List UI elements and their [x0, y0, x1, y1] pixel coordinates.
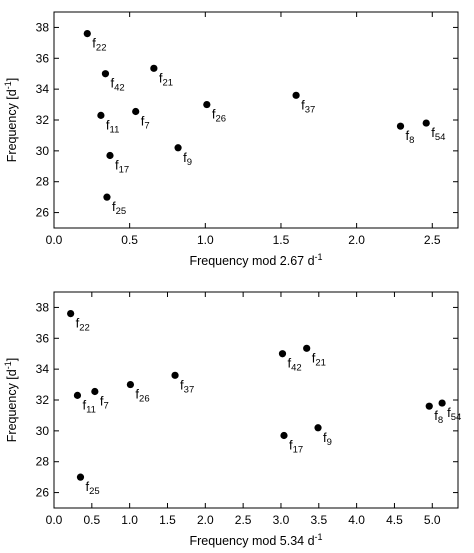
x-tick-label: 1.0	[121, 513, 138, 527]
data-point-f9	[174, 144, 182, 152]
data-point-f37	[292, 91, 300, 99]
point-label-f7: f7	[100, 394, 109, 412]
data-point-f54	[422, 119, 430, 127]
y-tick-label: 32	[36, 113, 50, 127]
y-tick-label: 36	[36, 331, 50, 345]
x-tick-label: 0.0	[46, 513, 63, 527]
data-point-f7	[132, 107, 140, 116]
point-label-f7: f7	[141, 114, 150, 132]
data-point-f54	[438, 399, 446, 407]
x-tick-label: 1.5	[273, 233, 290, 247]
data-point-f37	[171, 371, 179, 379]
y-tick-label: 34	[36, 82, 50, 96]
point-label-f8: f8	[406, 128, 415, 146]
point-label-f8: f8	[434, 408, 443, 426]
data-point-f9	[314, 424, 322, 432]
x-tick-label: 0.0	[46, 233, 63, 247]
y-tick-label: 30	[36, 424, 50, 438]
x-tick-label: 2.5	[235, 513, 252, 527]
data-point-f7	[91, 387, 99, 396]
data-point-f25	[76, 473, 85, 481]
y-axis-title: Frequency [d-1]	[3, 358, 19, 442]
point-label-f42: f42	[110, 76, 124, 94]
data-point-f21	[150, 64, 158, 72]
data-point-f11	[73, 391, 82, 399]
point-label-f42: f42	[287, 356, 301, 374]
point-label-f17: f17	[115, 157, 129, 175]
x-tick-label: 3.5	[310, 513, 327, 527]
point-label-f21: f21	[312, 350, 326, 368]
point-label-f25: f25	[112, 199, 126, 217]
x-tick-label: 3.0	[273, 513, 290, 527]
data-point-f17	[280, 431, 288, 440]
x-tick-label: 2.0	[348, 233, 365, 247]
chart-panel-2: 0.0 0.5 1.0 1.5 2.0 2.5 3.0 3.5 4.0 4.5 5.0 26 28 30 3…	[3, 291, 461, 548]
data-point-f42	[101, 70, 110, 78]
y-axis-title: Frequency [d-1]	[3, 78, 19, 162]
point-label-f11: f11	[82, 397, 96, 415]
data-point-f17	[106, 151, 114, 160]
point-label-f25: f25	[85, 479, 99, 497]
point-label-f54: f54	[431, 125, 445, 143]
x-tick-label: 4.5	[386, 513, 403, 527]
x-tick-label: 2.5	[424, 233, 441, 247]
point-label-f17: f17	[289, 437, 303, 455]
point-label-f37: f37	[180, 377, 194, 395]
point-label-f54: f54	[447, 405, 461, 423]
data-point-f8	[396, 122, 405, 130]
y-tick-label: 36	[36, 51, 50, 65]
x-tick-label: 5.0	[424, 513, 441, 527]
x-axis-title: Frequency mod 5.34 d-1	[189, 532, 322, 548]
point-label-f26: f26	[212, 107, 226, 125]
y-tick-label: 26	[36, 486, 50, 500]
point-label-f11: f11	[106, 117, 120, 135]
data-point-f21	[303, 344, 311, 352]
y-tick-label: 30	[36, 144, 50, 158]
point-label-f9: f9	[323, 430, 332, 448]
y-tick-label: 26	[36, 206, 50, 220]
data-point-f22	[67, 310, 75, 318]
point-label-f22: f22	[76, 316, 90, 334]
point-label-f22: f22	[92, 36, 106, 54]
x-tick-label: 1.0	[197, 233, 214, 247]
x-tick-label: 4.0	[348, 513, 365, 527]
point-label-f37: f37	[301, 97, 315, 115]
chart-panel-1: 0.0 0.5 1.0 1.5 2.0 2.5 26 28 30 32 34 36 38 Frequenc…	[3, 11, 459, 268]
data-point-f26	[126, 380, 135, 389]
y-tick-label: 28	[36, 175, 50, 189]
x-tick-label: 0.5	[121, 233, 138, 247]
x-tick-label: 1.5	[159, 513, 176, 527]
point-label-f26: f26	[135, 387, 149, 405]
data-point-f11	[97, 111, 105, 119]
x-tick-label: 0.5	[83, 513, 100, 527]
y-tick-label: 32	[36, 393, 50, 407]
data-point-f26	[203, 100, 211, 109]
data-point-f42	[278, 350, 287, 358]
point-label-f9: f9	[183, 150, 192, 168]
x-axis-title: Frequency mod 2.67 d-1	[189, 252, 322, 268]
x-tick-label: 2.0	[197, 513, 214, 527]
point-label-f21: f21	[159, 70, 173, 88]
data-point-f25	[103, 193, 111, 201]
y-tick-label: 34	[36, 362, 50, 376]
data-point-f22	[83, 29, 91, 38]
y-tick-label: 38	[36, 20, 50, 34]
y-tick-label: 28	[36, 455, 50, 469]
data-point-f8	[425, 402, 433, 410]
y-tick-label: 38	[36, 300, 50, 314]
